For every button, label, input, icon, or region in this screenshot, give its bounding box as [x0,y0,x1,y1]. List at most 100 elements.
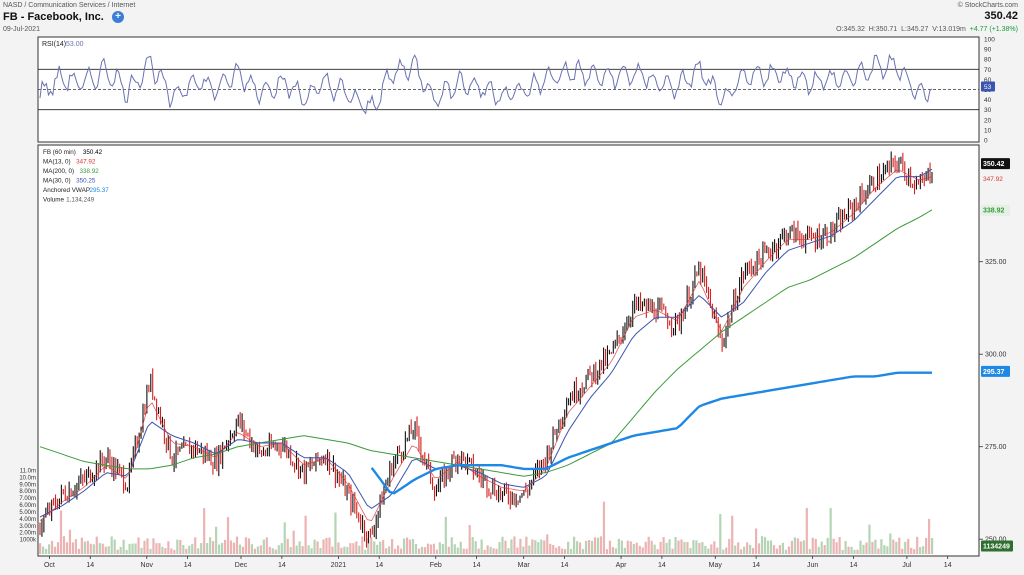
volume-bar [531,539,534,554]
ma13-badge-label: 347.92 [983,176,1003,183]
volume-bar [39,543,42,554]
volume-bar [122,539,125,554]
volume-bar [158,543,161,554]
volume-bar [185,548,188,554]
volume-bar [483,549,486,554]
volume-bar [65,542,69,554]
volume-bar [492,548,495,554]
x-tick-label: 14 [944,562,952,569]
volume-bar [641,547,644,554]
volume-bar [811,537,814,554]
volume-bar [868,524,871,554]
volume-bar [358,545,361,554]
volume-bar [298,541,301,554]
open-label: O: [836,26,844,33]
open-value: 345.32 [843,26,865,33]
volume-axis: 11.0m10.0m9.00m8.00m7.00m6.00m5.00m4.00m… [19,469,37,544]
volume-bar [519,538,522,554]
legend-label: MA(30, 0) [43,178,71,185]
volume-bar [280,543,283,554]
x-tick-label: 14 [473,562,481,569]
volume-bar [188,545,191,554]
volume-bar [802,540,805,554]
volume-bar [247,538,251,554]
volume-bar [731,515,734,554]
volume-bar [495,548,498,554]
volume-bar [116,549,119,554]
rsi-current-badge-label: 53 [984,84,992,91]
volume-bar [164,548,167,554]
volume-bar [197,548,200,554]
volume-bar [689,548,692,554]
volume-bar [728,538,731,554]
volume-bar [677,540,680,554]
legend-value: 350.25 [76,178,96,185]
volume-tick-label: 4.00m [19,517,36,523]
volume-bar [343,546,346,554]
volume-bar [411,539,415,554]
volume-bar [477,548,480,554]
volume-bar [925,537,928,554]
volume-bar [328,537,331,554]
volume-bar [161,546,164,554]
volume-bar [659,541,662,554]
volume-bar [850,546,853,554]
volume-bar [838,537,841,554]
volume-bar [423,547,427,554]
volume-bar [793,537,796,554]
volume-bar [581,549,585,554]
volume-bar [573,536,576,554]
volume-bar [385,548,388,554]
info-plus-icon[interactable]: + [112,11,124,23]
volume-bar [200,543,203,554]
volume-bar [820,541,823,554]
volume-bar [790,540,793,554]
volume-badge-label: 1134249 [983,544,1010,551]
x-tick-label: Oct [44,562,55,569]
volume-bar [674,536,677,554]
volume-bar [71,542,75,554]
volume-bar [590,540,594,554]
volume-bar [379,541,382,554]
volume-bar [313,539,316,554]
volume-bar [692,540,695,554]
legend-value: 338.92 [80,168,100,175]
volume-bar [215,526,218,554]
rsi-legend-label: RSI(14) [42,41,66,48]
volume-bar [910,547,913,554]
volume-bar [447,546,450,554]
volume-bar [701,542,704,554]
volume-bar [695,540,698,554]
volume-bar [134,543,137,554]
volume-bar [256,546,259,554]
volume-bar [817,546,820,554]
volume-bar [880,539,883,554]
legend-background [40,147,122,209]
volume-bar [388,546,391,554]
vwap-badge [981,365,1010,377]
volume-bar [235,536,239,554]
volume-bar [602,501,606,554]
vwap-badge-label: 295.37 [983,369,1005,376]
volume-bar [438,542,441,554]
volume-bar [587,540,591,554]
volume-bar [835,542,838,554]
chart-header: NASD / Communication Services / Internet… [0,0,1024,36]
volume-bar [262,539,265,554]
x-tick-label: 14 [278,562,286,569]
volume-bar [229,540,233,554]
volume-bar [543,540,546,554]
volume-bar [125,549,128,554]
volume-bar [596,537,600,554]
volume-bar [537,542,540,554]
volume-bar [772,545,776,554]
change-value: +4.77 (+1.38%) [969,26,1018,33]
volume-bar [707,548,710,554]
rsi-tick-label: 10 [984,127,992,134]
volume-bar [47,544,51,554]
volume-bar [540,539,543,554]
ma30-line [39,168,933,518]
volume-bar [194,537,197,554]
volume-bar [683,541,686,554]
